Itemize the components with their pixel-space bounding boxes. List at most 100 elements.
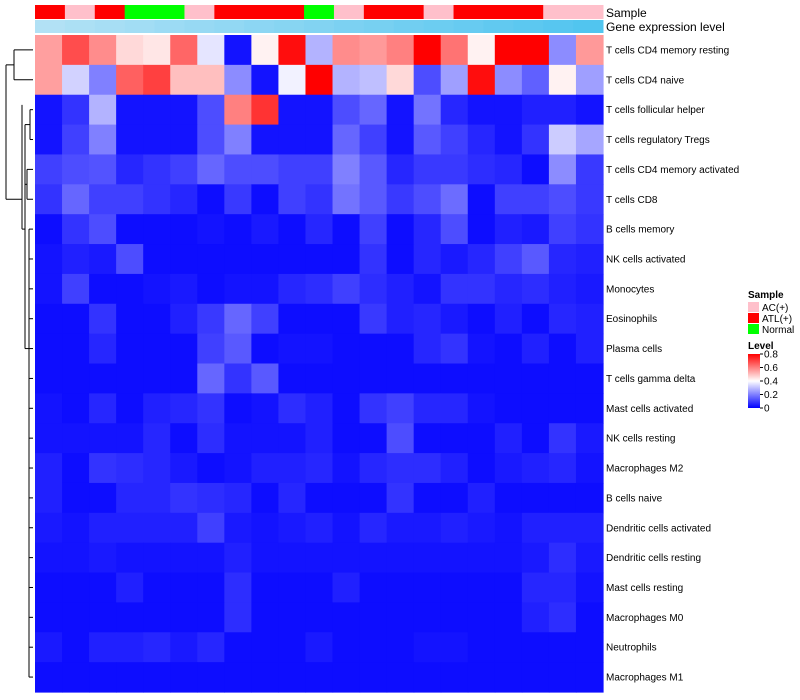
heatmap-cell [521,363,550,394]
heatmap-cell [413,423,442,454]
heatmap-cell [521,303,550,335]
heatmap-cell [494,602,523,633]
heatmap-cell [143,154,171,185]
heatmap-cell [332,572,361,604]
heatmap-cell [62,423,90,454]
sample-annotation-cell [214,5,245,19]
heatmap-cell [467,363,496,394]
heatmap-cell [440,453,469,484]
heatmap-cell [359,632,388,663]
heatmap-cell [305,363,334,394]
heatmap-cell [278,423,307,454]
heatmap-cell [62,244,90,275]
heatmap-cell [170,572,198,604]
sample-legend-swatch [748,313,759,323]
heatmap-cell [224,184,252,215]
heatmap-cell [413,184,442,215]
heatmap-cell [332,542,361,574]
heatmap-cell [89,244,117,275]
heatmap-cell [35,393,63,424]
heatmap-cell [89,512,117,544]
heatmap-cell [575,602,604,633]
heatmap-cell [251,273,280,305]
heatmap-cell [359,35,388,66]
heatmap-cell [575,512,604,544]
heatmap-cell [251,393,280,424]
heatmap-cell [521,94,550,126]
heatmap-cell [89,333,117,365]
heatmap-cell [548,184,577,215]
heatmap-cell [305,184,334,215]
heatmap-cell [467,632,496,663]
sample-annotation-cell [543,5,574,19]
heatmap-cell [251,244,280,275]
heatmap-cell [548,154,577,185]
heatmap-cell [413,453,442,484]
heatmap-cell [278,154,307,185]
heatmap-cell [521,214,550,245]
heatmap-cell [440,333,469,365]
heatmap-cell [467,453,496,484]
heatmap-cell [62,154,90,185]
heatmap-cell [386,512,415,544]
heatmap-cell [35,662,63,693]
heatmap-cell [143,453,171,484]
heatmap-cell [548,273,577,305]
heatmap-cell [440,214,469,245]
heatmap-cell [170,363,198,394]
heatmap-cell [89,273,117,305]
heatmap-cell [548,393,577,424]
sample-annotation-cell [573,5,604,19]
heatmap-cell [386,453,415,484]
heatmap-cell [386,602,415,633]
heatmap-cell [170,512,198,544]
heatmap-cell [467,423,496,454]
heatmap-cell [89,303,117,335]
gene-annotation-cell [64,20,96,33]
heatmap-cell [413,154,442,185]
heatmap-cell [197,214,225,245]
heatmap-cell [62,393,90,424]
heatmap-cell [548,333,577,365]
heatmap-cell [62,482,90,514]
heatmap-cell [251,453,280,484]
heatmap-cell [359,482,388,514]
sample-annotation-cell [244,5,275,19]
gene-annotation-cell [333,20,365,33]
heatmap-cell [143,632,171,663]
heatmap-cell [197,453,225,484]
heatmap-cell [494,35,523,66]
heatmap-cell [548,94,577,126]
heatmap-cell [251,662,280,693]
heatmap-cell [89,482,117,514]
heatmap-cell [575,124,604,156]
heatmap-cell [116,512,144,544]
heatmap-cell [143,602,171,633]
gene-annotation-cell [184,20,215,33]
heatmap-cell [143,393,171,424]
heatmap-cell [116,214,144,245]
heatmap-cell [197,662,225,693]
sample-annotation-cell [154,5,185,19]
heatmap-cell [386,333,415,365]
heatmap-cell [440,303,469,335]
heatmap-cell [143,363,171,394]
heatmap-cell [467,184,496,215]
sample-annotation-cell [35,5,66,19]
heatmap-cell [467,214,496,245]
heatmap-cell [548,512,577,544]
sample-annotation-cell [453,5,484,19]
heatmap-cell [143,64,171,96]
row-label: T cells CD4 memory activated [606,165,739,176]
heatmap-cell [359,273,388,305]
heatmap-cell [62,453,90,484]
heatmap-cell [386,64,415,96]
heatmap-cell [440,512,469,544]
heatmap-cell [467,572,496,604]
heatmap-cell [278,214,307,245]
heatmap-cell [170,154,198,185]
heatmap-cell [278,632,307,663]
heatmap-cell [467,602,496,633]
gene-annotation-cell [513,20,544,33]
heatmap-cell [494,393,523,424]
